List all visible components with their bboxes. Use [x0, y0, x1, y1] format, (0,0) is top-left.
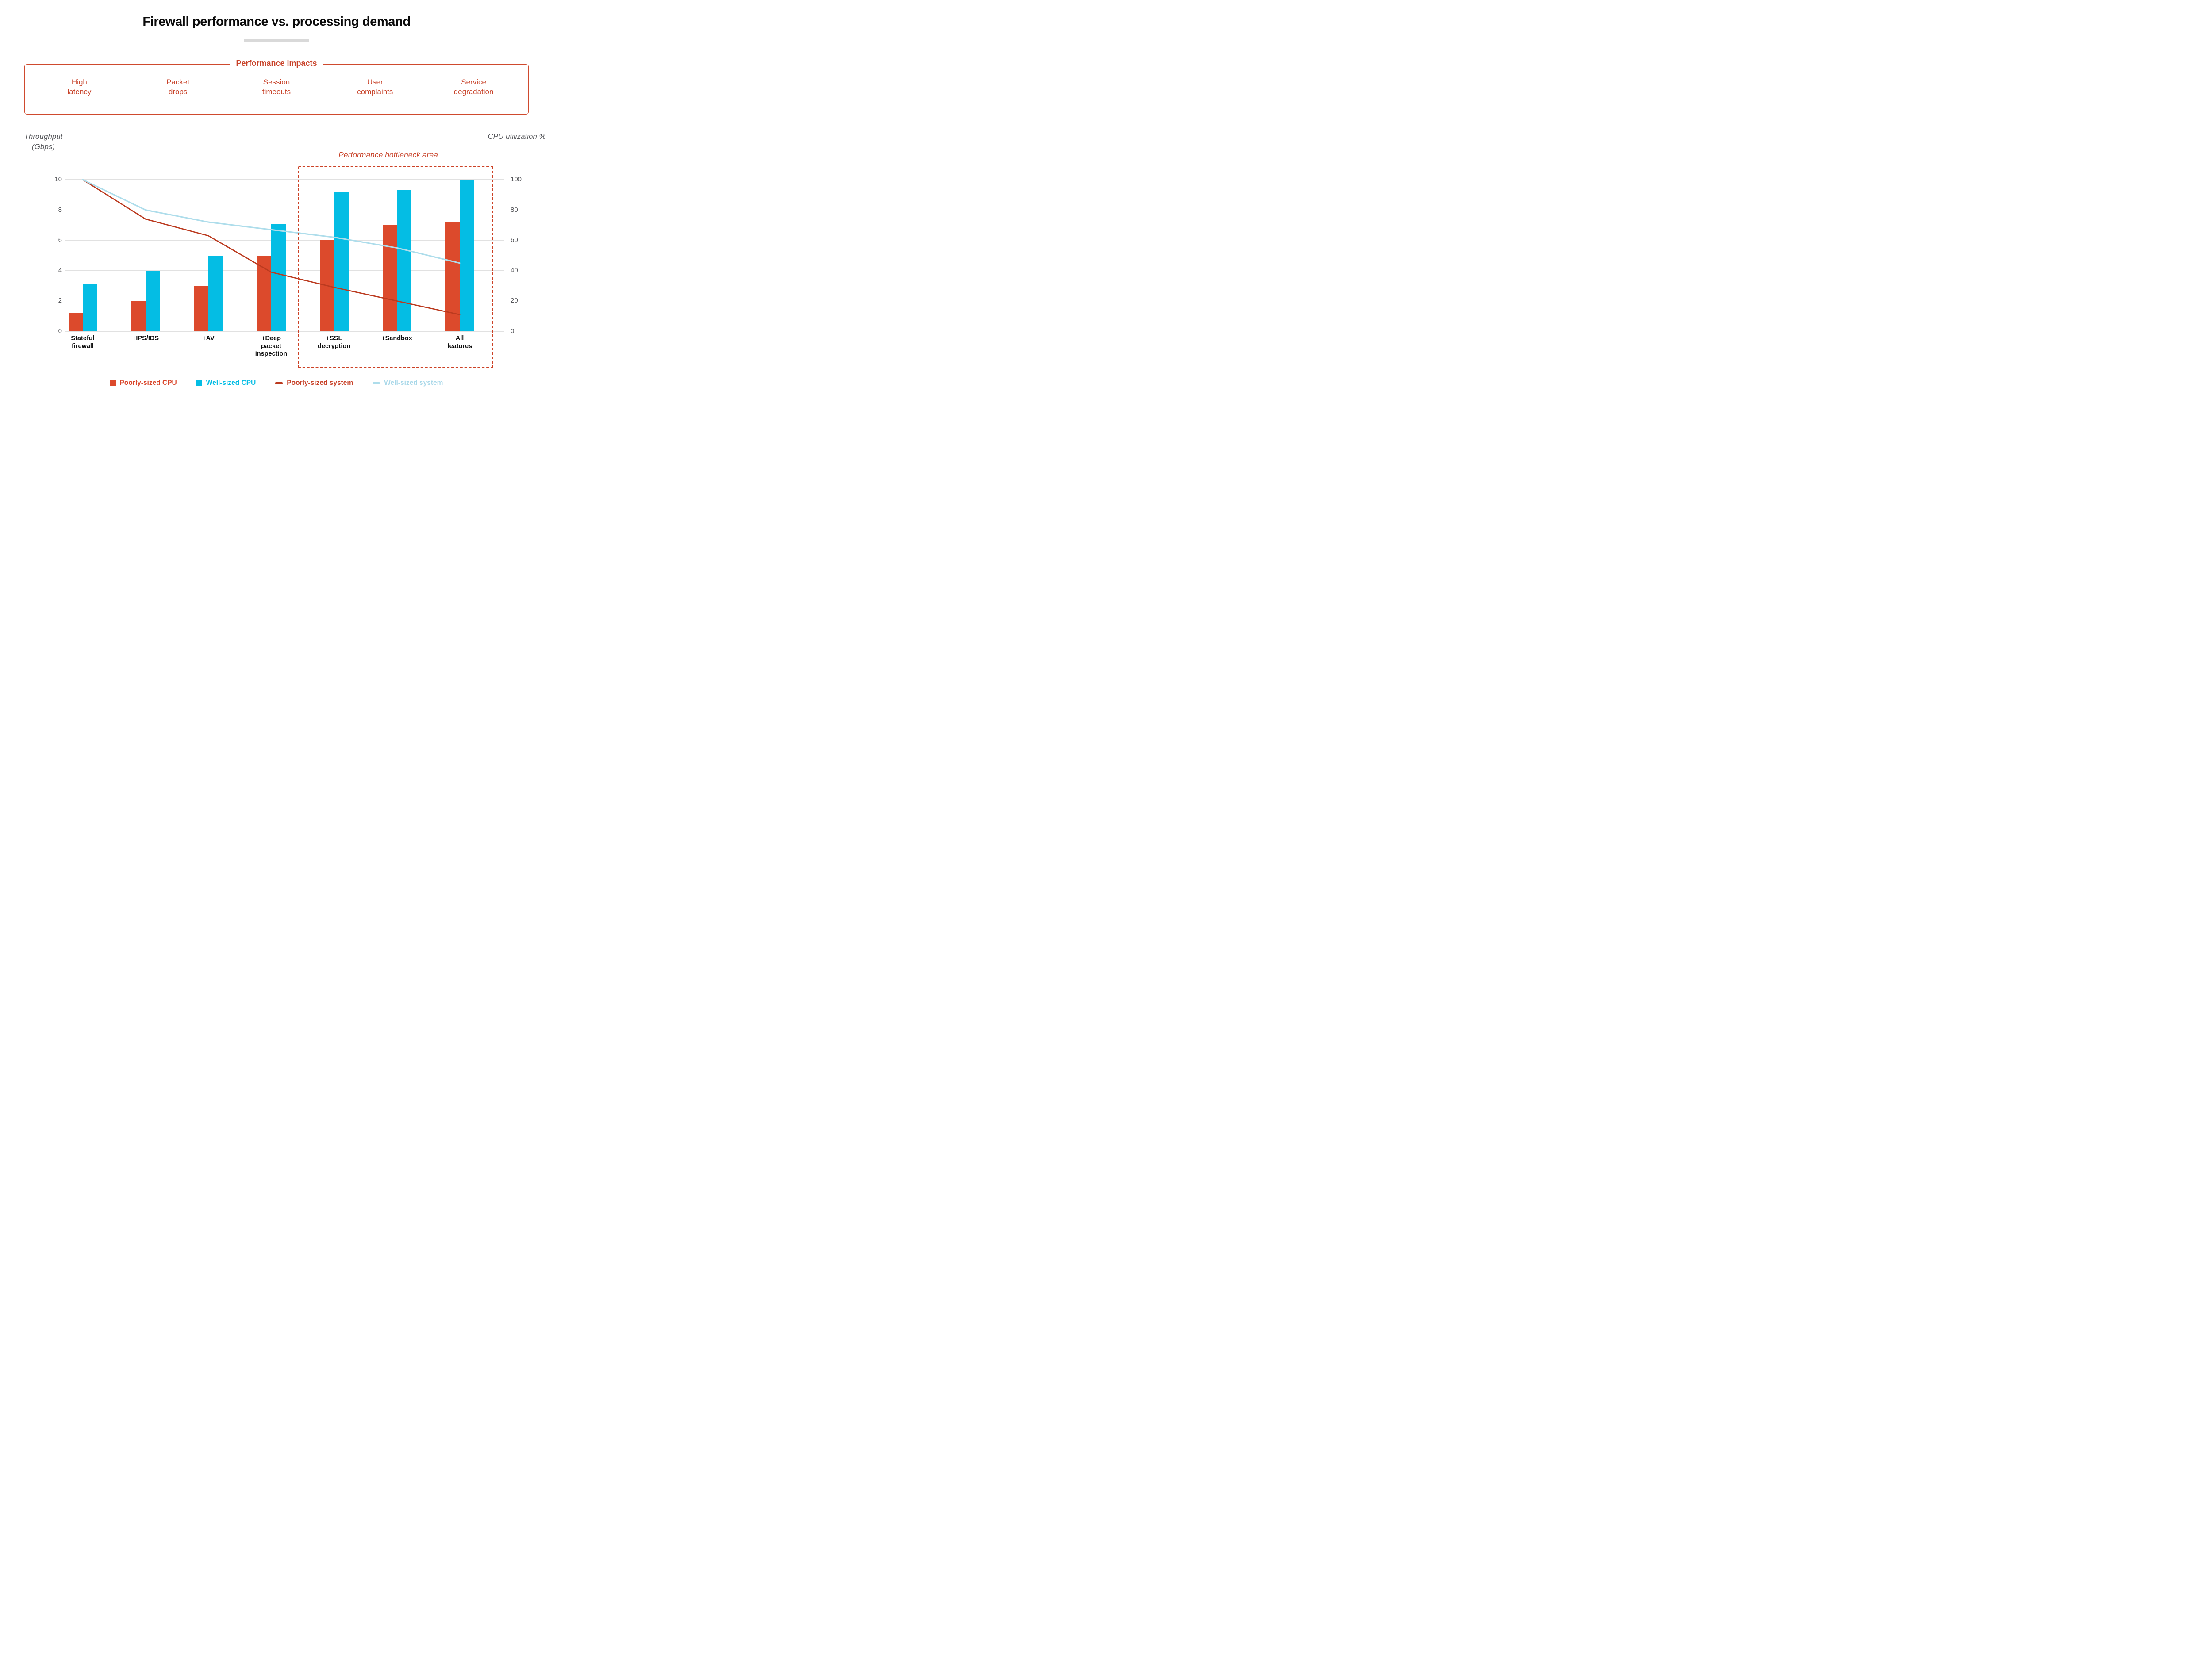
bar-well-sized-cpu [83, 284, 97, 331]
performance-impact-item: Packet drops [166, 78, 190, 96]
legend-square-swatch [110, 380, 116, 386]
left-axis-tick: 0 [58, 327, 62, 335]
page-title: Firewall performance vs. processing dema… [142, 15, 411, 29]
legend-label: Well-sized system [384, 379, 443, 387]
bottleneck-area-box [298, 166, 493, 368]
left-axis-tick: 2 [58, 297, 62, 305]
bar-poorly-sized-cpu [68, 313, 83, 331]
bottleneck-area-label: Performance bottleneck area [338, 150, 438, 159]
performance-impacts-items: High latency Packet drops Session timeouts… [25, 77, 528, 97]
bar-well-sized-cpu [271, 223, 286, 331]
left-axis-tick: 6 [58, 236, 62, 244]
bar-poorly-sized-cpu [257, 255, 271, 331]
legend-label: Poorly-sized CPU [119, 379, 177, 387]
category-label: All features [447, 335, 472, 350]
right-axis-tick: 40 [511, 266, 518, 274]
chart-legend: Poorly-sized CPU Well-sized CPU Poorly-siz… [0, 379, 553, 387]
right-axis-tick: 20 [511, 297, 518, 305]
category-label: +AV [202, 335, 215, 342]
performance-impact-item: User complaints [357, 78, 393, 96]
bar-well-sized-cpu [208, 255, 223, 331]
right-axis-title: CPU utilization % [488, 132, 546, 141]
legend-label: Poorly-sized system [287, 379, 353, 387]
legend-item: Well-sized system [373, 379, 443, 387]
legend-square-swatch [196, 380, 202, 386]
left-axis-tick: 8 [58, 206, 62, 214]
bar-poorly-sized-cpu [131, 301, 146, 331]
category-label: +Deep packet inspection [255, 335, 288, 358]
left-axis-tick: 10 [54, 176, 62, 184]
right-axis-tick: 60 [511, 236, 518, 244]
legend-item: Poorly-sized CPU [110, 379, 177, 387]
bar-well-sized-cpu [146, 270, 160, 331]
category-label: +IPS/IDS [132, 335, 159, 342]
performance-impacts-heading: Performance impacts [230, 59, 323, 68]
legend-label: Well-sized CPU [206, 379, 256, 387]
legend-item: Poorly-sized system [275, 379, 353, 387]
category-label: +Sandbox [381, 335, 412, 342]
right-axis-tick: 0 [511, 327, 515, 335]
category-label: +SSL decryption [317, 335, 351, 350]
performance-impact-item: Session timeouts [262, 78, 291, 96]
left-axis-title: Throughput (Gbps) [24, 132, 63, 151]
legend-item: Well-sized CPU [196, 379, 256, 387]
performance-impact-item: Service degradation [453, 78, 494, 96]
category-label: Stateful firewall [71, 335, 95, 350]
left-axis-tick: 4 [58, 266, 62, 274]
performance-impact-item: High latency [67, 78, 92, 96]
performance-impacts-box: Performance impacts High latency Packet d… [24, 59, 529, 115]
bar-poorly-sized-cpu [194, 286, 208, 331]
legend-line-swatch [373, 382, 380, 384]
title-underline [244, 39, 309, 42]
bar-well-sized-cpu [460, 180, 474, 331]
right-axis-tick: 80 [511, 206, 518, 214]
legend-line-swatch [275, 382, 283, 384]
right-axis-tick: 100 [511, 176, 522, 184]
